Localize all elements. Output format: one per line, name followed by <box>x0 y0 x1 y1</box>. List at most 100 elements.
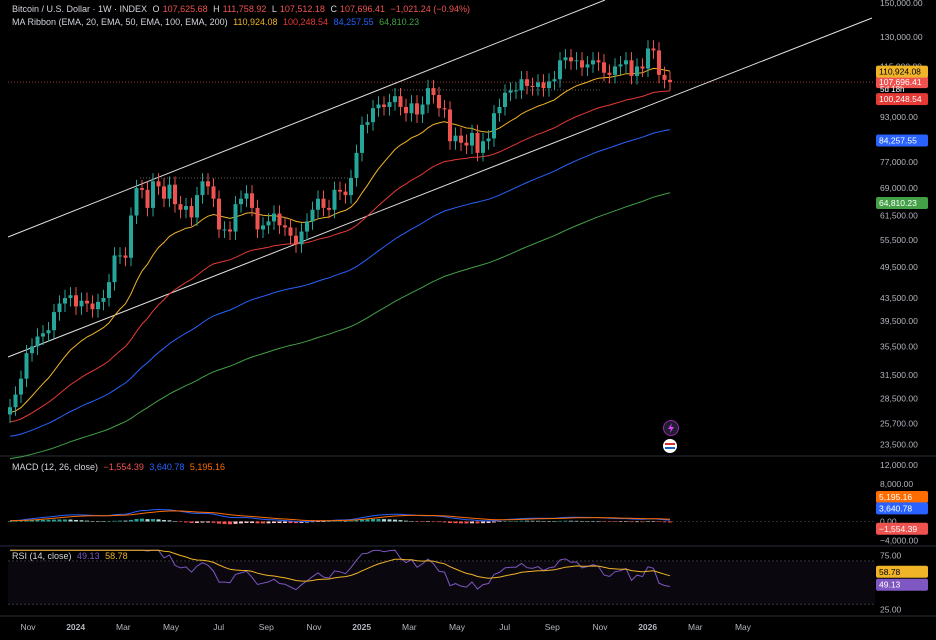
candle-body-19 <box>112 255 117 283</box>
macd-hist-bar-18 <box>107 521 111 522</box>
macd-hist-bar-53 <box>299 521 304 523</box>
macd-hist-bar-5 <box>35 519 40 522</box>
candle-body-35 <box>200 181 205 196</box>
candle-body-86 <box>481 141 485 153</box>
macd-hist-bar-95 <box>530 520 535 522</box>
macd-tag-1 <box>876 502 928 515</box>
macd-hist-bar-74 <box>415 521 419 522</box>
macd-hist-bar-105 <box>585 521 590 522</box>
macd-hist-bar-79 <box>442 521 447 523</box>
candle-body-80 <box>448 109 452 142</box>
macd-hist-bar-11 <box>68 519 73 522</box>
macd-hist-bar-49 <box>277 521 282 524</box>
time-axis-label-8: Mar <box>402 622 417 632</box>
time-axis-label-15: May <box>735 622 752 632</box>
candle-body-39 <box>222 229 227 231</box>
candle-body-103 <box>574 60 579 62</box>
candle-body-18 <box>107 282 111 298</box>
candle-body-46 <box>261 225 265 230</box>
macd-hist-value: −1,554.39 <box>103 462 144 472</box>
candle-body-23 <box>134 188 139 216</box>
candle-body-30 <box>173 184 177 205</box>
candle-body-48 <box>272 213 276 222</box>
flag-icon[interactable] <box>663 439 677 453</box>
ribbon-label: MA Ribbon (EMA, 20, EMA, 50, EMA, 100, E… <box>12 17 228 27</box>
candle-body-27 <box>156 181 161 187</box>
macd-hist-bar-47 <box>266 521 271 524</box>
price-tag-label-9: 64,810.23 <box>879 198 917 208</box>
macd-hist-bar-102 <box>569 520 573 522</box>
macd-hist-bar-109 <box>607 521 612 522</box>
candle-body-91 <box>508 90 513 93</box>
macd-hist-bar-87 <box>486 521 491 523</box>
macd-hist-bar-30 <box>173 521 177 522</box>
macd-hist-bar-68 <box>382 519 386 522</box>
candle-body-44 <box>250 193 254 208</box>
macd-hist-bar-35 <box>200 521 205 523</box>
macd-hist-bar-40 <box>228 521 232 525</box>
symbol-title: Bitcoin / U.S. Dollar · 1W · INDEX <box>12 4 148 14</box>
candle-body-57 <box>321 198 326 208</box>
macd-hist-bar-16 <box>96 521 100 522</box>
candle-body-52 <box>294 235 298 245</box>
candle-body-64 <box>360 124 364 153</box>
macd-hist-bar-10 <box>63 519 67 522</box>
ribbon-ema50: 100,248.54 <box>283 17 329 27</box>
macd-hist-bar-27 <box>156 519 161 522</box>
candle-body-87 <box>486 138 491 142</box>
macd-hist-bar-15 <box>90 521 95 522</box>
macd-hist-bar-51 <box>288 521 293 524</box>
macd-hist-bar-100 <box>558 520 562 522</box>
macd-hist-bar-45 <box>255 521 260 524</box>
macd-hist-bar-59 <box>332 521 337 522</box>
candle-body-73 <box>409 103 414 114</box>
macd-hist-bar-25 <box>145 519 150 522</box>
macd-hist-bar-34 <box>195 521 199 523</box>
candle-body-81 <box>453 135 458 142</box>
macd-hist-bar-85 <box>475 521 480 524</box>
candle-body-94 <box>525 79 529 86</box>
lightning-icon[interactable] <box>663 420 679 436</box>
time-axis-label-6: Nov <box>306 622 322 632</box>
time-axis-label-5: Sep <box>259 622 274 632</box>
time-axis-label-11: Sep <box>545 622 560 632</box>
macd-hist-bar-111 <box>618 521 623 522</box>
candle-body-67 <box>376 104 381 109</box>
macd-hist-bar-69 <box>387 519 392 522</box>
rsi-axis-label-0: 75.00 <box>880 551 902 561</box>
macd-hist-bar-116 <box>646 521 650 522</box>
candle-body-72 <box>404 106 408 114</box>
macd-hist-bar-104 <box>580 521 584 522</box>
macd-axis-label-2: 0.00 <box>880 516 897 526</box>
candle-body-85 <box>475 132 480 153</box>
candle-body-50 <box>283 225 287 228</box>
ema50-line <box>9 90 671 423</box>
candle-body-84 <box>470 132 474 146</box>
candle-body-107 <box>596 60 601 63</box>
macd-hist-bar-73 <box>409 521 414 522</box>
time-axis-label-3: May <box>163 622 180 632</box>
macd-hist-bar-67 <box>376 518 381 522</box>
macd-hist-bar-83 <box>464 521 469 524</box>
candle-body-77 <box>431 88 436 96</box>
candle-body-71 <box>398 96 403 107</box>
macd-hist-bar-66 <box>371 518 375 522</box>
macd-hist-bar-82 <box>459 521 463 524</box>
candle-body-106 <box>591 60 595 65</box>
price-axis-label-11: 55,500.00 <box>880 235 918 245</box>
ohlc-high: 111,758.92 <box>222 4 267 14</box>
candle-body-66 <box>371 108 375 123</box>
candle-body-82 <box>459 135 463 143</box>
macd-hist-bar-90 <box>503 521 507 522</box>
macd-hist-bar-101 <box>563 520 568 522</box>
price-tag-3 <box>876 76 928 89</box>
ohlc-open: 107,625.68 <box>162 4 208 14</box>
candle-body-15 <box>90 303 95 310</box>
candle-body-114 <box>635 66 639 76</box>
ema100-line <box>9 129 671 437</box>
macd-hist-bar-93 <box>519 520 524 522</box>
macd-hist-bar-77 <box>431 521 436 522</box>
candle-body-76 <box>426 88 430 105</box>
candle-body-54 <box>305 221 309 232</box>
